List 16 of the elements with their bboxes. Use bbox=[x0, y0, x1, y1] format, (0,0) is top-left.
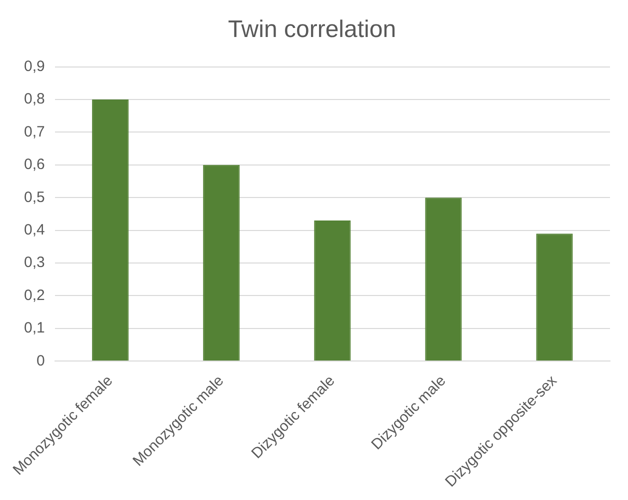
bar bbox=[425, 198, 462, 361]
y-tick-label: 0,6 bbox=[24, 156, 45, 174]
y-tick-label: 0 bbox=[36, 352, 45, 370]
y-tick-label: 0,9 bbox=[24, 58, 45, 75]
y-tick-label: 0,5 bbox=[24, 188, 45, 206]
bar bbox=[92, 100, 129, 361]
chart-title: Twin correlation bbox=[228, 16, 396, 44]
y-tick-label: 0,4 bbox=[24, 221, 45, 238]
bar bbox=[203, 164, 240, 361]
y-tick-label: 0,8 bbox=[24, 90, 45, 108]
y-tick-label: 0,1 bbox=[24, 320, 45, 337]
y-tick-label: 0,3 bbox=[24, 254, 45, 272]
y-tick-label: 0,2 bbox=[24, 286, 45, 304]
bar bbox=[536, 234, 573, 361]
bar bbox=[314, 220, 351, 361]
y-tick-label: 0,7 bbox=[24, 123, 45, 140]
